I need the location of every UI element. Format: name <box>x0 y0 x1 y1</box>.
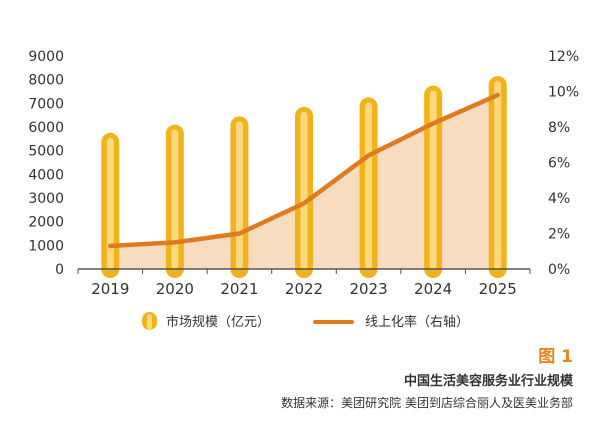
legend-bar-swatch <box>142 312 157 330</box>
x-tick-label: 2024 <box>414 280 452 298</box>
left-tick-label: 4000 <box>28 167 64 183</box>
bar-highlight <box>365 102 373 270</box>
left-tick-label: 9000 <box>28 49 64 65</box>
chart-title: 中国生活美容服务业行业规模 <box>403 374 573 389</box>
legend: 市场规模（亿元） 线上化率（右轴） <box>142 312 469 330</box>
bar-highlight <box>235 121 243 269</box>
legend-bar-label: 市场规模（亿元） <box>166 314 270 330</box>
x-tick-label: 2020 <box>156 280 194 298</box>
right-tick-label: 12% <box>548 49 579 65</box>
x-tick-label: 2021 <box>220 280 258 298</box>
x-tick-label: 2022 <box>285 280 323 298</box>
left-tick-label: 2000 <box>28 215 64 231</box>
chart-svg: 0 1000 2000 3000 4000 5000 6000 7000 8000 9000 0%… <box>28 49 579 330</box>
online-rate-area <box>110 95 498 269</box>
legend-line-label: 线上化率（右轴） <box>365 314 469 330</box>
left-tick-label: 6000 <box>28 120 64 136</box>
right-tick-label: 10% <box>548 85 579 101</box>
right-axis: 0% 2% 4% 6% 8% 10% 12% <box>548 49 579 278</box>
right-tick-label: 2% <box>548 227 570 243</box>
right-tick-label: 8% <box>548 120 570 136</box>
bar-highlight <box>106 137 114 269</box>
right-tick-label: 4% <box>548 191 570 207</box>
left-tick-label: 8000 <box>28 73 64 89</box>
right-tick-label: 6% <box>548 156 570 172</box>
left-tick-label: 7000 <box>28 96 64 112</box>
left-tick-label: 0 <box>55 262 64 278</box>
left-tick-label: 5000 <box>28 144 64 160</box>
bar-highlight <box>494 81 502 269</box>
left-tick-label: 1000 <box>28 238 64 254</box>
figure-label: 图 1 <box>538 347 573 367</box>
right-tick-label: 0% <box>548 262 570 278</box>
x-tick-label: 2023 <box>349 280 387 298</box>
left-tick-label: 3000 <box>28 191 64 207</box>
left-axis: 0 1000 2000 3000 4000 5000 6000 7000 8000 9000 <box>28 49 64 278</box>
x-tick-label: 2025 <box>479 280 517 298</box>
bar-highlight <box>171 129 179 269</box>
data-source: 数据来源：美团研究院 美团到店综合丽人及医美业务部 <box>281 396 573 410</box>
x-axis-ticks: 2019 2020 2021 2022 2023 2024 2025 <box>77 269 531 298</box>
x-tick-label: 2019 <box>91 280 129 298</box>
bar-highlight <box>429 90 437 269</box>
bar-highlight <box>300 111 308 269</box>
online-rate-line <box>108 92 500 249</box>
